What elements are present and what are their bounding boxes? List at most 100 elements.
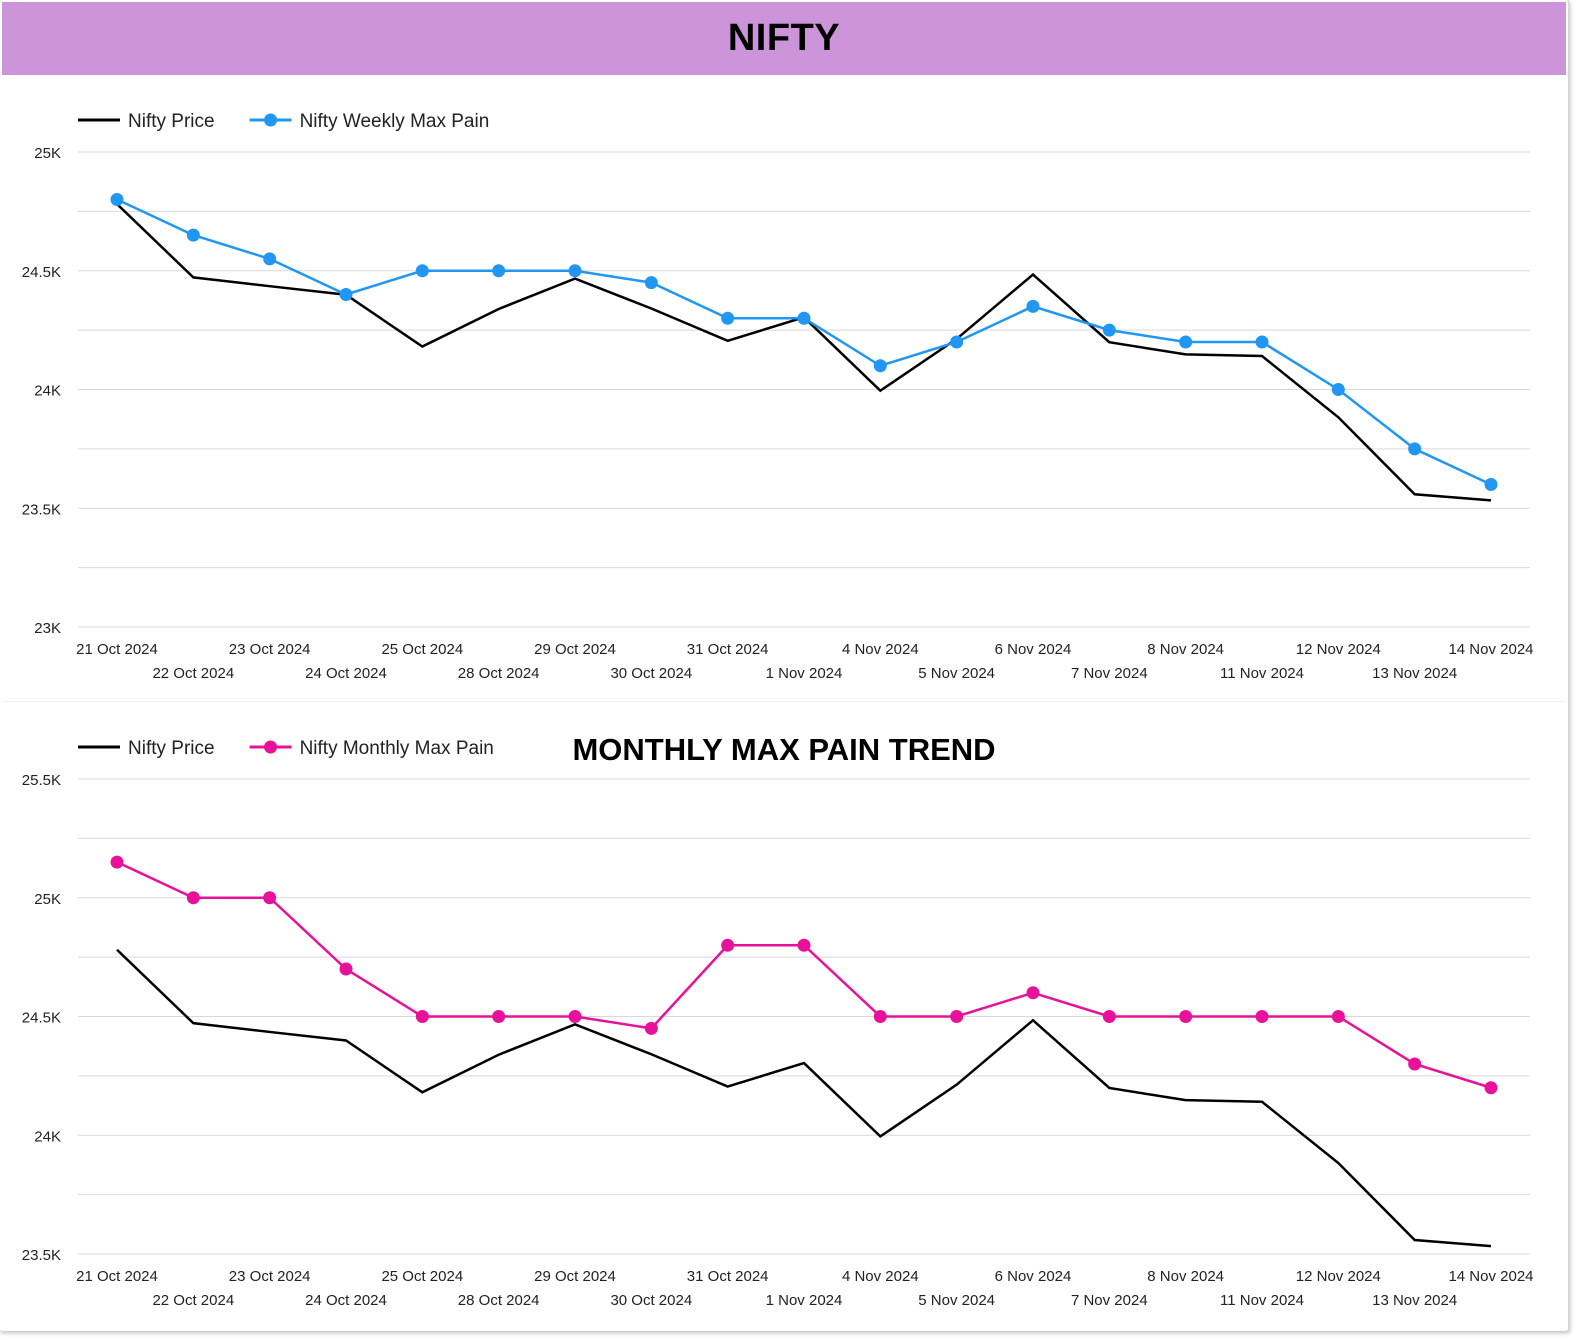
data-point-nifty-monthly-max-pain[interactable]: [1408, 1057, 1422, 1071]
data-point-nifty-monthly-max-pain[interactable]: [1179, 1010, 1193, 1023]
data-point-nifty-weekly-max-pain[interactable]: [721, 311, 735, 325]
data-point-nifty-monthly-max-pain[interactable]: [492, 1010, 506, 1023]
data-point-nifty-monthly-max-pain[interactable]: [1484, 1081, 1498, 1095]
data-point-nifty-weekly-max-pain[interactable]: [339, 288, 353, 301]
data-point-nifty-weekly-max-pain[interactable]: [1179, 335, 1193, 349]
legend-item-nifty-weekly-max-pain[interactable]: Nifty Weekly Max Pain: [249, 111, 490, 132]
x-tick-label: 22 Oct 2024: [152, 1292, 234, 1309]
data-point-nifty-monthly-max-pain[interactable]: [110, 855, 124, 869]
legend-item-nifty-price[interactable]: Nifty Price: [78, 111, 215, 132]
y-tick-label: 25K: [34, 891, 61, 908]
x-tick-label: 7 Nov 2024: [1071, 665, 1148, 682]
x-tick-label: 25 Oct 2024: [381, 1268, 463, 1285]
x-tick-label: 25 Oct 2024: [381, 641, 463, 658]
x-tick-label: 28 Oct 2024: [458, 1292, 540, 1309]
x-tick-label: 21 Oct 2024: [76, 1268, 158, 1285]
data-point-nifty-weekly-max-pain[interactable]: [110, 193, 124, 206]
x-tick-label: 14 Nov 2024: [1448, 1268, 1533, 1285]
legend-label: Nifty Weekly Max Pain: [300, 111, 490, 132]
x-tick-label: 23 Oct 2024: [229, 1268, 311, 1285]
data-point-nifty-monthly-max-pain[interactable]: [1102, 1010, 1116, 1023]
data-point-nifty-monthly-max-pain[interactable]: [797, 938, 811, 952]
data-point-nifty-weekly-max-pain[interactable]: [797, 311, 811, 325]
x-tick-label: 29 Oct 2024: [534, 1268, 616, 1285]
data-point-nifty-monthly-max-pain[interactable]: [1026, 986, 1040, 1000]
data-point-nifty-monthly-max-pain[interactable]: [721, 938, 735, 952]
x-tick-label: 30 Oct 2024: [610, 665, 692, 682]
data-point-nifty-weekly-max-pain[interactable]: [1255, 335, 1269, 349]
x-tick-label: 29 Oct 2024: [534, 641, 616, 658]
x-tick-label: 30 Oct 2024: [610, 1292, 692, 1309]
x-tick-label: 24 Oct 2024: [305, 1292, 387, 1309]
data-point-nifty-weekly-max-pain[interactable]: [1484, 478, 1498, 491]
series-line-nifty-price: [116, 948, 1492, 1248]
series-line-nifty-monthly-max-pain: [116, 860, 1492, 1089]
x-tick-label: 23 Oct 2024: [229, 641, 311, 658]
x-tick-label: 12 Nov 2024: [1296, 641, 1381, 658]
y-tick-label: 23.5K: [22, 1247, 61, 1264]
data-point-nifty-monthly-max-pain[interactable]: [1255, 1010, 1269, 1023]
x-tick-label: 4 Nov 2024: [842, 641, 919, 658]
data-point-nifty-monthly-max-pain[interactable]: [950, 1010, 964, 1023]
data-point-nifty-weekly-max-pain[interactable]: [186, 228, 200, 242]
data-point-nifty-weekly-max-pain[interactable]: [950, 335, 964, 349]
legend-item-nifty-monthly-max-pain[interactable]: Nifty Monthly Max Pain: [249, 738, 494, 759]
y-tick-label: 24K: [34, 383, 61, 400]
legend-label: Nifty Monthly Max Pain: [300, 738, 494, 759]
x-tick-label: 14 Nov 2024: [1448, 641, 1533, 658]
data-point-nifty-weekly-max-pain[interactable]: [1408, 442, 1422, 456]
data-point-nifty-weekly-max-pain[interactable]: [568, 264, 582, 278]
data-point-nifty-monthly-max-pain[interactable]: [186, 891, 200, 905]
series-line-nifty-weekly-max-pain: [116, 198, 1492, 486]
y-tick-label: 25.5K: [22, 772, 61, 789]
x-tick-label: 12 Nov 2024: [1296, 1268, 1381, 1285]
y-tick-label: 25K: [34, 145, 61, 162]
data-point-nifty-weekly-max-pain[interactable]: [415, 264, 429, 278]
x-tick-label: 5 Nov 2024: [918, 1292, 995, 1309]
data-point-nifty-monthly-max-pain[interactable]: [339, 962, 353, 976]
legend-label: Nifty Price: [128, 111, 215, 132]
y-tick-label: 24K: [34, 1128, 61, 1145]
x-tick-label: 8 Nov 2024: [1147, 641, 1224, 658]
data-point-nifty-monthly-max-pain[interactable]: [568, 1010, 582, 1023]
data-point-nifty-monthly-max-pain[interactable]: [644, 1021, 658, 1035]
data-point-nifty-monthly-max-pain[interactable]: [263, 891, 277, 905]
x-tick-label: 4 Nov 2024: [842, 1268, 919, 1285]
x-tick-label: 5 Nov 2024: [918, 665, 995, 682]
weekly-max-pain-panel: 23K 23.5K 24K 24.5K 25K 21 Oct 2024 22 Oct 202…: [2, 75, 1566, 699]
data-point-nifty-weekly-max-pain[interactable]: [644, 276, 658, 290]
x-tick-label: 13 Nov 2024: [1372, 665, 1457, 682]
legend-item-nifty-price[interactable]: Nifty Price: [78, 738, 215, 759]
x-tick-label: 7 Nov 2024: [1071, 1292, 1148, 1309]
y-tick-label: 24.5K: [22, 264, 61, 281]
y-tick-label: 24.5K: [22, 1010, 61, 1027]
data-point-nifty-monthly-max-pain[interactable]: [415, 1010, 429, 1023]
x-tick-label: 28 Oct 2024: [458, 665, 540, 682]
weekly-max-pain-chart: 23K 23.5K 24K 24.5K 25K 21 Oct 2024 22 Oct 202…: [22, 111, 1534, 682]
legend-marker: [264, 113, 278, 127]
header-bar: NIFTY: [2, 2, 1566, 75]
legend-marker: [264, 740, 278, 754]
data-point-nifty-monthly-max-pain[interactable]: [1331, 1010, 1345, 1023]
data-point-nifty-weekly-max-pain[interactable]: [873, 359, 887, 373]
x-tick-label: 6 Nov 2024: [995, 1268, 1072, 1285]
y-tick-label: 23K: [34, 620, 61, 637]
x-tick-label: 31 Oct 2024: [687, 1268, 769, 1285]
x-tick-label: 11 Nov 2024: [1220, 665, 1304, 682]
data-point-nifty-weekly-max-pain[interactable]: [1331, 383, 1345, 396]
y-tick-label: 23.5K: [22, 501, 61, 518]
data-point-nifty-weekly-max-pain[interactable]: [1102, 323, 1116, 337]
x-tick-label: 8 Nov 2024: [1147, 1268, 1224, 1285]
x-tick-label: 13 Nov 2024: [1372, 1292, 1457, 1309]
monthly-max-pain-chart: 23.5K 24K 24.5K 25K 25.5K 21 Oct 2024 22 Oct 2…: [22, 738, 1534, 1309]
series-line-nifty-price: [116, 203, 1492, 502]
x-tick-label: 24 Oct 2024: [305, 665, 387, 682]
x-tick-label: 22 Oct 2024: [152, 665, 234, 682]
x-tick-label: 21 Oct 2024: [76, 641, 158, 658]
data-point-nifty-weekly-max-pain[interactable]: [263, 252, 277, 266]
data-point-nifty-weekly-max-pain[interactable]: [1026, 299, 1040, 313]
data-point-nifty-weekly-max-pain[interactable]: [492, 264, 506, 278]
data-point-nifty-monthly-max-pain[interactable]: [873, 1010, 887, 1023]
x-tick-label: 11 Nov 2024: [1220, 1292, 1304, 1309]
